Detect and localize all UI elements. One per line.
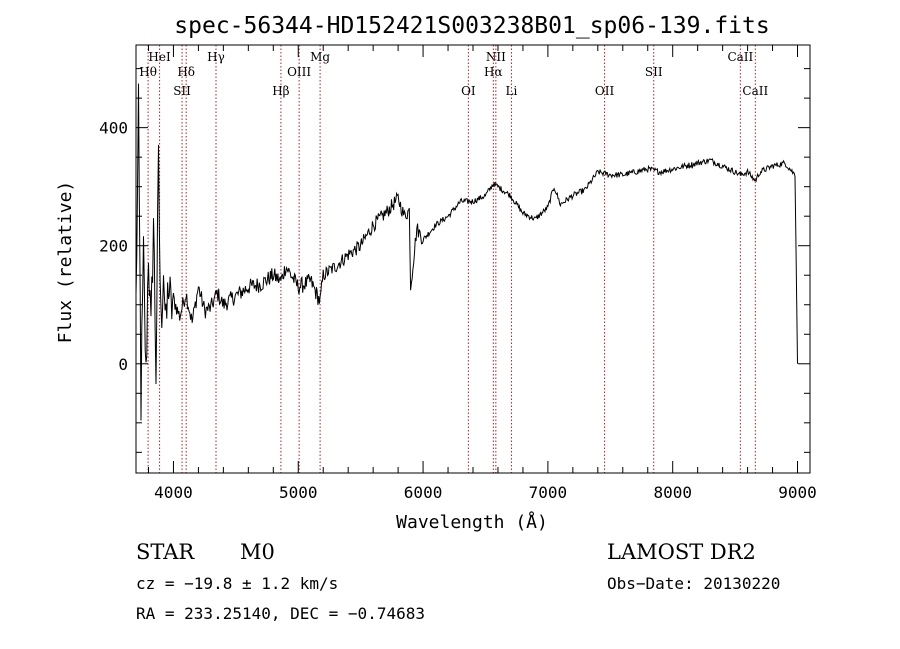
y-tick-label: 200 bbox=[99, 237, 128, 256]
survey-label: LAMOST DR2 bbox=[607, 540, 756, 564]
coords-label: RA = 233.25140, DEC = −0.74683 bbox=[136, 604, 425, 623]
plot-frame bbox=[135, 44, 811, 474]
class-label: STAR bbox=[136, 540, 195, 564]
y-tick-label: 0 bbox=[118, 355, 128, 374]
x-tick-label: 9000 bbox=[778, 483, 817, 502]
marker-label: CaII bbox=[727, 50, 753, 64]
spectrum-layer bbox=[135, 83, 798, 421]
marker-label: HeI bbox=[148, 50, 171, 64]
marker-label: OII bbox=[595, 84, 615, 98]
marker-label: Hα bbox=[484, 65, 503, 79]
marker-label: OI bbox=[461, 84, 476, 98]
marker-label: SII bbox=[645, 65, 663, 79]
x-tick-label: 7000 bbox=[529, 483, 568, 502]
x-tick-label: 8000 bbox=[653, 483, 692, 502]
marker-label: Hθ bbox=[139, 65, 157, 79]
marker-label: OIII bbox=[287, 65, 311, 79]
marker-label: SII bbox=[173, 84, 191, 98]
marker-label: CaII bbox=[742, 84, 768, 98]
subclass-label: M0 bbox=[240, 540, 275, 564]
marker-label: Mg bbox=[310, 50, 330, 64]
marker-label: Hγ bbox=[207, 50, 225, 64]
spectrum-series-line bbox=[135, 83, 798, 421]
x-tick-label: 4000 bbox=[154, 483, 193, 502]
y-tick-label: 400 bbox=[99, 119, 128, 138]
x-axis-label: Wavelength (Å) bbox=[396, 511, 548, 533]
axis-ticks: 4000 5000 6000 7000 8000 9000 0 200 400 bbox=[99, 45, 817, 502]
obs-date-label: Obs−Date: 20130220 bbox=[607, 574, 780, 593]
cz-label: cz = −19.8 ± 1.2 km/s bbox=[136, 574, 338, 593]
marker-label: NII bbox=[486, 50, 506, 64]
x-tick-label: 5000 bbox=[279, 483, 318, 502]
x-tick-label: 6000 bbox=[404, 483, 443, 502]
marker-label: Hδ bbox=[177, 65, 195, 79]
y-axis-label: Flux (relative) bbox=[55, 181, 76, 344]
marker-label: Li bbox=[506, 84, 518, 98]
marker-label: Hβ bbox=[272, 84, 289, 98]
chart-title: spec-56344-HD152421S003238B01_sp06-139.f… bbox=[174, 13, 769, 39]
